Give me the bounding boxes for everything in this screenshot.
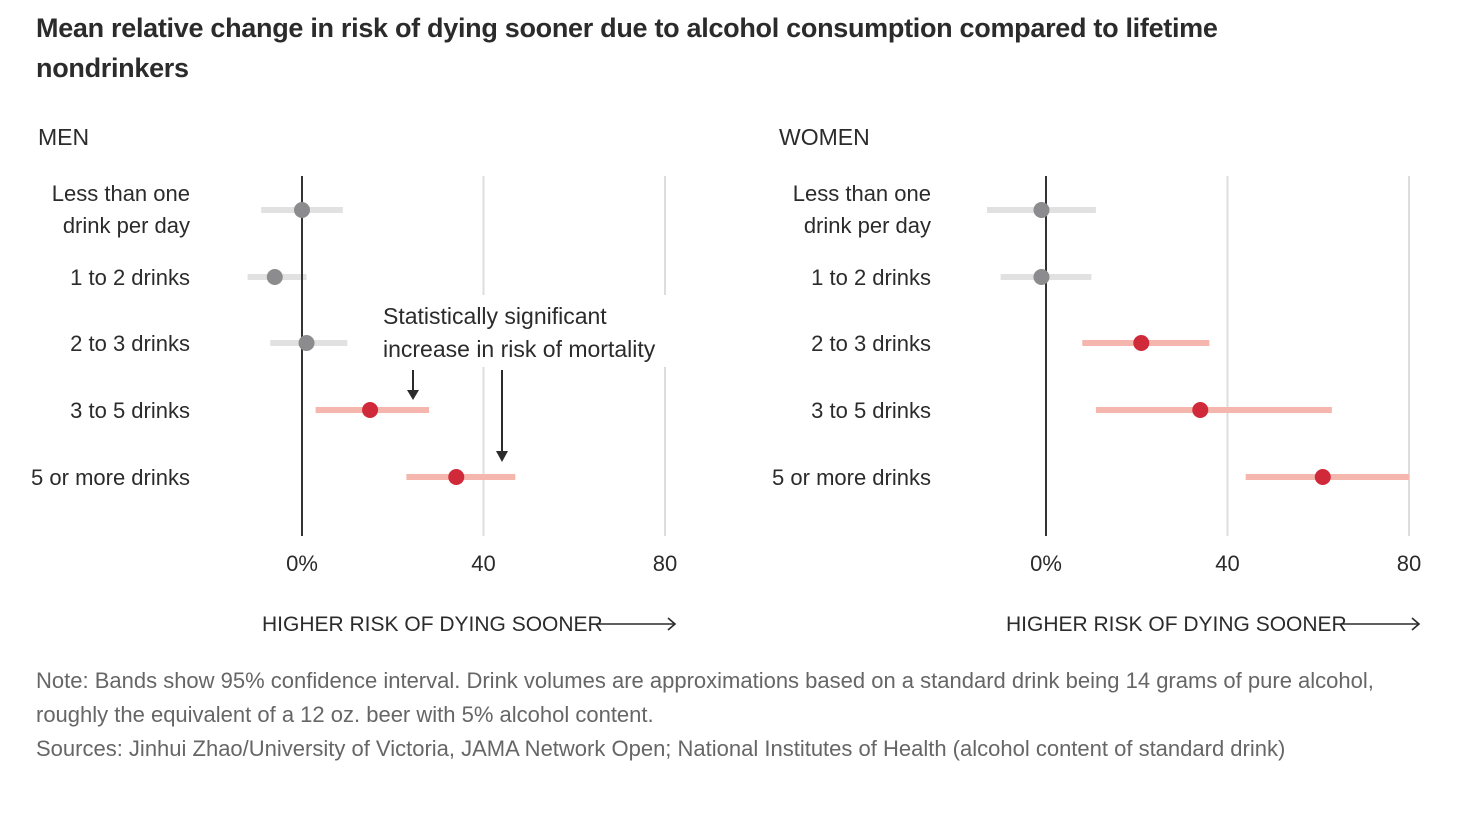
women-row-label: Less than one xyxy=(793,181,931,206)
women-row-label: 2 to 3 drinks xyxy=(811,331,931,356)
men-point xyxy=(294,202,310,218)
men-point xyxy=(448,469,465,485)
men-point xyxy=(298,335,315,351)
annotation-arrowhead-short xyxy=(407,390,419,400)
annotation-text-line1: Statistically significant xyxy=(383,303,607,329)
women-point xyxy=(1133,335,1150,351)
men-row-label: 2 to 3 drinks xyxy=(70,331,190,356)
women-tick-label: 40 xyxy=(1215,551,1239,576)
women-point xyxy=(1033,269,1050,285)
men-tick-label: 40 xyxy=(471,551,495,576)
men-point xyxy=(362,402,379,418)
men-axis-arrowhead xyxy=(667,617,677,631)
men-row-label: 1 to 2 drinks xyxy=(70,265,190,290)
annotation-text-line2: increase in risk of mortality xyxy=(383,336,656,362)
men-panel-title: MEN xyxy=(38,124,89,150)
women-tick-label: 80 xyxy=(1397,551,1421,576)
women-panel-title: WOMEN xyxy=(779,124,870,150)
women-axis-label: HIGHER RISK OF DYING SOONER xyxy=(1006,613,1347,636)
women-row-label: 1 to 2 drinks xyxy=(811,265,931,290)
chart-notes: Note: Bands show 95% confidence interval… xyxy=(36,664,1436,766)
men-row-label: 3 to 5 drinks xyxy=(70,398,190,423)
women-row-label: 3 to 5 drinks xyxy=(811,398,931,423)
men-tick-label: 0% xyxy=(286,551,318,576)
men-tick-label: 80 xyxy=(653,551,677,576)
men-row-label: Less than one xyxy=(52,181,190,206)
men-axis-label: HIGHER RISK OF DYING SOONER xyxy=(262,613,603,636)
note-text: Note: Bands show 95% confidence interval… xyxy=(36,668,1374,727)
chart-svg: MEN 0% 40 80 Less than one drink per day 1 to … xyxy=(31,124,1421,636)
women-point xyxy=(1192,402,1209,418)
women-row-label: 5 or more drinks xyxy=(772,465,931,490)
chart-title: Mean relative change in risk of dying so… xyxy=(36,13,1218,83)
men-point xyxy=(266,269,283,285)
women-tick-label: 0% xyxy=(1030,551,1062,576)
women-point xyxy=(1314,469,1331,485)
sources-text: Sources: Jinhui Zhao/University of Victo… xyxy=(36,736,1286,761)
men-row-label: 5 or more drinks xyxy=(31,465,190,490)
women-row-label: drink per day xyxy=(804,213,931,238)
men-row-label: drink per day xyxy=(63,213,190,238)
women-point xyxy=(1033,202,1050,218)
annotation-background xyxy=(378,295,696,367)
annotation-arrowhead-long xyxy=(496,451,508,462)
women-axis-arrowhead xyxy=(1411,617,1421,631)
